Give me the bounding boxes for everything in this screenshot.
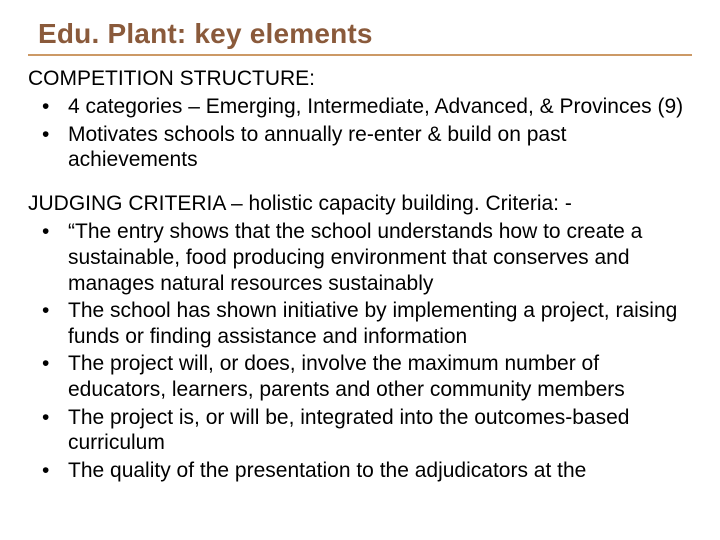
slide-title: Edu. Plant: key elements: [38, 18, 692, 50]
section-heading: JUDGING CRITERIA – holistic capacity bui…: [28, 191, 692, 217]
list-item: The project will, or does, involve the m…: [28, 351, 692, 402]
title-underline: [28, 54, 692, 56]
section-judging: JUDGING CRITERIA – holistic capacity bui…: [28, 191, 692, 483]
list-item: Motivates schools to annually re-enter &…: [28, 122, 692, 173]
bullet-list: “The entry shows that the school underst…: [28, 219, 692, 483]
list-item: The project is, or will be, integrated i…: [28, 405, 692, 456]
list-item: “The entry shows that the school underst…: [28, 219, 692, 296]
bullet-list: 4 categories – Emerging, Intermediate, A…: [28, 94, 692, 173]
list-item: The school has shown initiative by imple…: [28, 298, 692, 349]
list-item: 4 categories – Emerging, Intermediate, A…: [28, 94, 692, 120]
section-competition: COMPETITION STRUCTURE: 4 categories – Em…: [28, 66, 692, 173]
section-heading: COMPETITION STRUCTURE:: [28, 66, 692, 92]
slide: Edu. Plant: key elements COMPETITION STR…: [0, 0, 720, 540]
list-item: The quality of the presentation to the a…: [28, 458, 692, 484]
